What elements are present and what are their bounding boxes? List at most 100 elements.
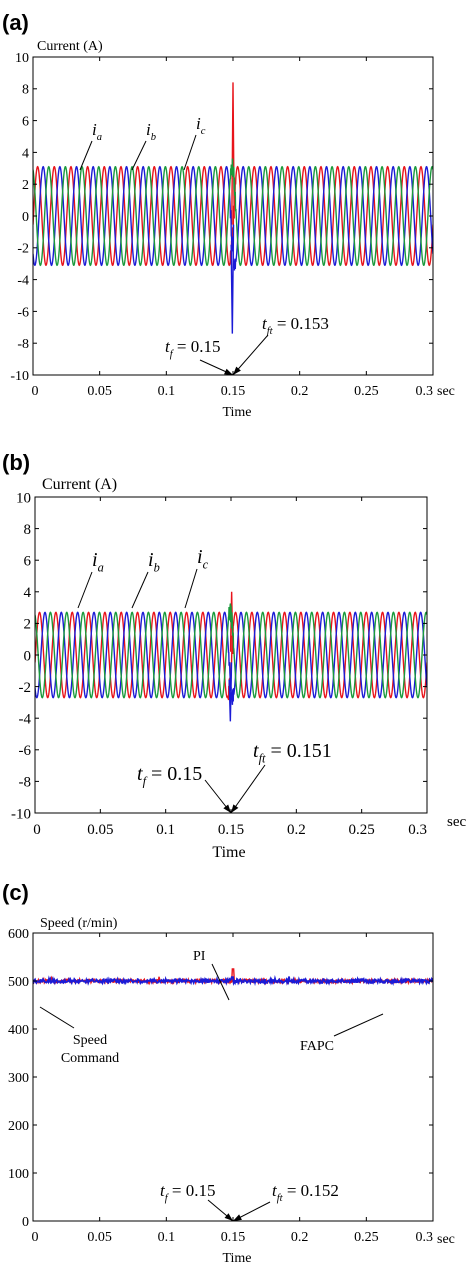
y-tick-label: 0 <box>24 648 32 664</box>
panel-label: (b) <box>2 450 30 475</box>
arrow-head-icon <box>233 366 241 375</box>
callout-fapc: FAPC <box>300 1039 334 1054</box>
panel-label: (c) <box>2 880 29 905</box>
y-tick-label: 600 <box>8 927 29 942</box>
y-tick-label: 300 <box>8 1071 29 1086</box>
y-tick-label: -6 <box>19 743 32 759</box>
series-label-leader <box>183 134 197 171</box>
axes-frame <box>32 932 434 1222</box>
x-tick-label: 0.1 <box>156 822 175 838</box>
arrow-head-icon <box>223 804 231 813</box>
callout-leader <box>39 1006 75 1029</box>
series-label-i_c: ic <box>196 114 206 137</box>
y-tick-label: 10 <box>16 490 31 506</box>
y-tick-label: 0 <box>22 210 29 225</box>
y-tick-label: 100 <box>8 1167 29 1182</box>
x-tick-label: 0.3 <box>416 1230 434 1245</box>
x-tick-label: 0.15 <box>221 1230 246 1245</box>
series-label-leader <box>131 140 147 171</box>
x-tick-label: 0.05 <box>87 1230 112 1245</box>
y-axis-label: Current (A) <box>42 476 117 493</box>
series-spike-i_b <box>230 224 235 334</box>
annotation-tf: tf = 0.15 <box>165 337 221 360</box>
series-label-leader <box>79 140 93 171</box>
y-tick-label: 200 <box>8 1119 29 1134</box>
annotation-tft: tft = 0.152 <box>272 1181 339 1204</box>
y-axis-label: Current (A) <box>37 39 103 54</box>
x-axis-label: Time <box>212 844 245 861</box>
annotation-arrow-tft <box>232 334 269 376</box>
x-tick-label: 0.2 <box>291 1230 309 1245</box>
series-label-i_a: ia <box>92 120 102 143</box>
arrow-head-icon <box>233 1214 242 1221</box>
y-tick-label: 2 <box>22 178 29 193</box>
panel-label: (a) <box>2 10 29 35</box>
callout-leader <box>211 963 230 1001</box>
y-tick-label: 2 <box>24 617 32 633</box>
series-line-i_c <box>35 603 427 699</box>
x-tick-label: 0.3 <box>408 822 427 838</box>
y-tick-label: -2 <box>19 680 32 696</box>
y-tick-label: -4 <box>19 711 32 727</box>
plot-area <box>35 591 427 722</box>
x-tick-label: 0.2 <box>287 822 306 838</box>
arrow-head-icon <box>231 804 239 813</box>
series-label-i_b: ib <box>148 549 160 575</box>
y-tick-label: 4 <box>22 146 29 161</box>
y-tick-label: 4 <box>24 585 32 601</box>
y-tick-label: -8 <box>17 337 29 352</box>
series-label-i_b: ib <box>146 120 156 143</box>
x-tick-label: 0.15 <box>218 822 244 838</box>
plot-area <box>33 968 433 987</box>
y-tick-label: 400 <box>8 1023 29 1038</box>
x-unit-label: sec <box>447 814 466 830</box>
x-unit-label: sec <box>437 1232 455 1247</box>
x-tick-label: 0 <box>32 384 39 399</box>
y-tick-label: -2 <box>17 242 29 257</box>
arrow-head-icon <box>224 368 233 375</box>
series-label-i_a: ia <box>92 549 104 575</box>
annotation-arrow-tft <box>230 764 266 814</box>
x-unit-label: sec <box>437 384 455 399</box>
series-label-leader <box>184 568 198 609</box>
y-tick-label: -10 <box>10 369 29 384</box>
y-tick-label: -10 <box>11 806 31 822</box>
x-tick-label: 0.15 <box>221 384 246 399</box>
series-spike-i_b <box>228 662 233 722</box>
arrow-head-icon <box>224 1213 233 1221</box>
y-tick-label: 6 <box>22 115 29 130</box>
series-line-fapc <box>33 975 433 987</box>
plot-area <box>33 82 433 334</box>
y-tick-label: 0 <box>22 1215 29 1230</box>
annotation-tf: tf = 0.15 <box>160 1181 216 1204</box>
y-tick-label: -6 <box>17 305 29 320</box>
callout-pi: PI <box>193 949 206 964</box>
y-tick-label: -4 <box>17 274 29 289</box>
callout-command: Command <box>61 1051 119 1066</box>
chart-panel-c: (c) 600 500 400 300 200 100 00 0.05 0.1 0.15 0.2 0.2… <box>2 880 455 1266</box>
series-spike-i_a <box>231 82 235 225</box>
y-tick-label: 500 <box>8 975 29 990</box>
y-tick-label: 10 <box>15 51 29 66</box>
y-tick-label: 8 <box>22 83 29 98</box>
x-tick-label: 0.05 <box>87 822 113 838</box>
x-tick-label: 0.1 <box>158 1230 176 1245</box>
x-axis-label: Time <box>222 1251 251 1266</box>
callout-leader <box>333 1013 384 1037</box>
x-tick-label: 0 <box>32 1230 39 1245</box>
y-axis-label: Speed (r/min) <box>40 916 118 931</box>
annotation-tft: tft = 0.153 <box>262 314 329 337</box>
annotation-tft: tft = 0.151 <box>253 740 332 766</box>
y-tick-label: -8 <box>19 775 32 791</box>
x-tick-label: 0.25 <box>349 822 375 838</box>
x-tick-label: 0.25 <box>354 384 379 399</box>
x-tick-label: 0.2 <box>291 384 309 399</box>
x-tick-label: 0.25 <box>354 1230 379 1245</box>
series-line-i_c <box>33 158 433 267</box>
x-axis-label: Time <box>222 405 251 420</box>
series-label-i_c: ic <box>197 546 209 572</box>
x-tick-label: 0 <box>33 822 41 838</box>
